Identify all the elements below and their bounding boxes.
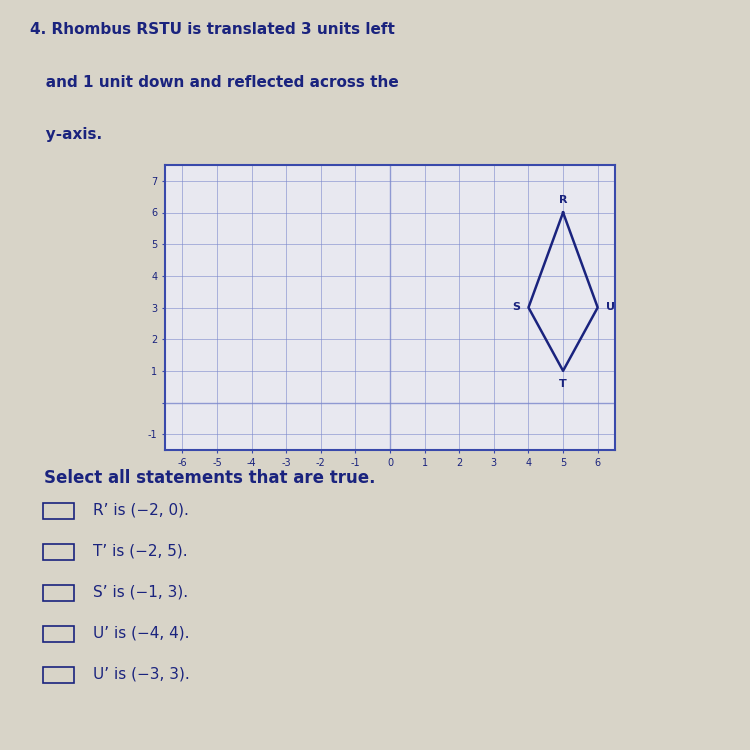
Text: R’ is (−2, 0).: R’ is (−2, 0). [94, 503, 189, 518]
Text: S: S [512, 302, 520, 313]
Text: Select all statements that are true.: Select all statements that are true. [44, 470, 376, 488]
Text: and 1 unit down and reflected across the: and 1 unit down and reflected across the [30, 75, 399, 90]
Text: U: U [606, 302, 615, 313]
Text: T’ is (−2, 5).: T’ is (−2, 5). [94, 544, 188, 559]
Text: T: T [560, 379, 567, 388]
Text: R: R [559, 194, 567, 205]
Text: y-axis.: y-axis. [30, 128, 102, 142]
Text: S’ is (−1, 3).: S’ is (−1, 3). [94, 584, 188, 599]
Text: U’ is (−3, 3).: U’ is (−3, 3). [94, 667, 190, 682]
Text: 4. Rhombus RSTU is translated 3 units left: 4. Rhombus RSTU is translated 3 units le… [30, 22, 395, 38]
Text: U’ is (−4, 4).: U’ is (−4, 4). [94, 626, 190, 640]
